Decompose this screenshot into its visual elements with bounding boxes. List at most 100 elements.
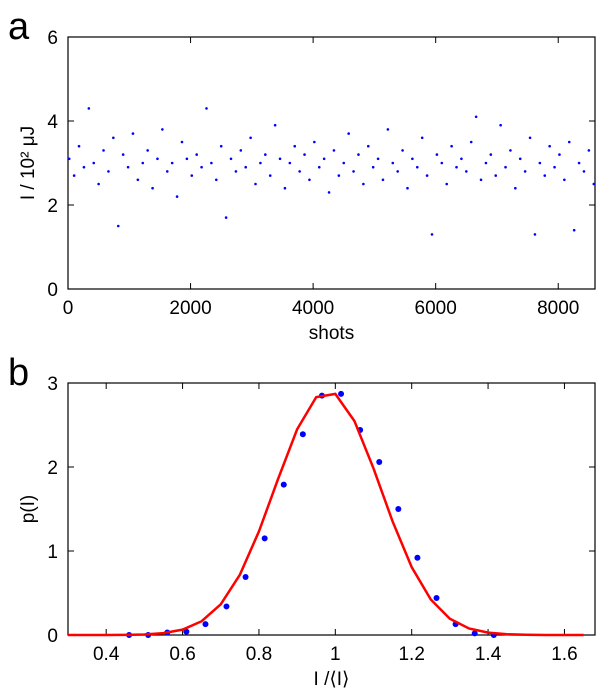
data-point [411, 157, 414, 161]
data-point [185, 157, 189, 161]
data-point [97, 182, 100, 186]
panel-letter: a [8, 6, 30, 48]
data-point [523, 170, 527, 173]
data-point [283, 186, 287, 190]
data-point [337, 174, 341, 177]
data-point [200, 165, 203, 169]
data-point [298, 170, 301, 173]
y-tick-label: 6 [47, 28, 58, 49]
data-point [190, 174, 194, 177]
data-point [543, 174, 547, 177]
data-point [146, 149, 149, 152]
data-point [414, 554, 421, 561]
y-axis-label: I / 10² μJ [18, 126, 39, 200]
panel-letter: b [8, 352, 29, 394]
data-point [430, 233, 434, 236]
data-point [82, 165, 86, 169]
data-point [395, 506, 402, 512]
plot-frame [67, 382, 596, 636]
data-point [278, 157, 282, 161]
data-point [112, 136, 115, 140]
data-point [406, 186, 409, 190]
data-point [332, 149, 336, 152]
data-point [401, 149, 404, 152]
data-point [371, 165, 375, 169]
data-point [239, 149, 243, 152]
data-point [415, 165, 419, 169]
data-point [376, 157, 380, 161]
data-point [87, 107, 91, 110]
data-point [327, 191, 331, 194]
y-tick-label: 2 [47, 196, 58, 217]
data-point [317, 165, 321, 169]
data-point [161, 128, 164, 131]
data-point [180, 140, 184, 144]
data-point [528, 136, 532, 140]
data-point [494, 174, 498, 177]
data-point [202, 621, 209, 628]
data-point [489, 153, 493, 156]
data-point [572, 228, 576, 232]
data-point [563, 178, 566, 182]
data-point [141, 161, 145, 165]
data-point [210, 161, 213, 165]
y-tick-label: 4 [47, 112, 58, 133]
data-point [224, 216, 228, 219]
data-point [234, 170, 238, 173]
data-point [259, 161, 262, 165]
plot-frame [67, 36, 596, 290]
y-tick-label: 0 [47, 626, 58, 647]
data-point [175, 195, 179, 198]
data-point [116, 224, 120, 228]
y-tick-label: 3 [47, 374, 58, 395]
data-point [465, 170, 468, 173]
y-axis-label: p(I) [18, 495, 39, 524]
data-point [121, 153, 125, 156]
data-point [518, 157, 522, 161]
data-point [504, 165, 507, 169]
data-point [92, 161, 96, 165]
x-tick-label: 0.4 [93, 644, 120, 665]
data-point [366, 144, 370, 148]
data-point [244, 165, 248, 169]
data-point [553, 165, 556, 169]
data-point [425, 174, 429, 177]
data-point [548, 144, 551, 148]
data-point [77, 144, 81, 148]
data-point [229, 157, 233, 161]
data-point [273, 123, 277, 127]
data-point [450, 144, 453, 148]
data-point [471, 630, 478, 637]
data-point [170, 161, 174, 165]
data-point [499, 123, 502, 127]
data-point [107, 170, 110, 173]
data-point [582, 170, 586, 173]
data-point [391, 161, 395, 165]
data-point [72, 174, 76, 177]
data-point [242, 574, 249, 581]
data-point [261, 535, 268, 542]
data-point [352, 170, 355, 173]
data-point [254, 182, 257, 186]
data-point [558, 153, 561, 156]
data-point [396, 170, 399, 173]
data-point [280, 481, 287, 488]
data-point [362, 182, 365, 186]
data-point [587, 149, 591, 152]
data-point [288, 161, 292, 165]
data-point [268, 174, 272, 177]
x-axis-label: shots [309, 323, 354, 344]
data-point [440, 161, 444, 165]
x-tick-label: 0.8 [246, 644, 272, 665]
x-tick-label: 1.4 [475, 644, 502, 665]
data-point [474, 115, 478, 119]
data-point [249, 136, 252, 140]
data-point [376, 458, 383, 465]
data-point [67, 157, 71, 161]
data-point [214, 178, 218, 182]
data-point [592, 182, 596, 186]
data-point [223, 603, 230, 610]
data-point [219, 144, 223, 148]
data-point [303, 153, 306, 156]
